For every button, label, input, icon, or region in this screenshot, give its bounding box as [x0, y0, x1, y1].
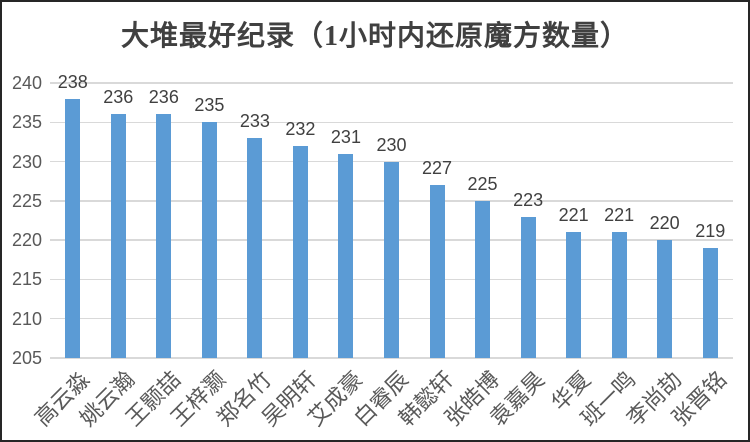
data-label-张晋铭: 219 — [695, 221, 726, 241]
y-axis-label-235: 235 — [11, 112, 42, 133]
bar-吴明轩 — [292, 145, 308, 358]
gridline-230 — [50, 160, 733, 163]
bar-华夏 — [566, 232, 582, 358]
gridline-235 — [50, 121, 733, 123]
bar-姚云瀚 — [110, 114, 126, 358]
data-label-王梓灏: 235 — [194, 95, 225, 116]
data-label-艾成豪: 231 — [330, 126, 361, 147]
bar-韩懿轩 — [429, 185, 445, 358]
data-label-王颢喆: 236 — [148, 87, 179, 108]
y-axis-label-210: 210 — [11, 308, 42, 329]
y-axis-label-230: 230 — [11, 151, 42, 172]
data-label-袁嘉昊: 223 — [513, 189, 544, 210]
data-label-白睿辰: 230 — [376, 134, 407, 155]
bar-张晋铭 — [702, 248, 718, 358]
bar-袁嘉昊 — [520, 216, 536, 358]
gridline-205 — [50, 357, 733, 359]
chart-title: 大堆最好纪录（1小时内还原魔方数量） — [120, 21, 629, 52]
bar-王梓灏 — [201, 122, 217, 358]
bar-张皓博 — [475, 200, 491, 358]
bar-郑名竹 — [247, 138, 263, 358]
bar-高云淼 — [65, 98, 81, 358]
data-label-韩懿轩: 227 — [422, 158, 453, 179]
data-label-班一鸣: 221 — [604, 205, 635, 226]
data-label-李尚劼: 220 — [649, 213, 680, 234]
y-axis-label-205: 205 — [11, 348, 42, 368]
bar-李尚劼 — [657, 240, 673, 358]
gridline-240 — [50, 82, 733, 84]
y-axis-label-220: 220 — [11, 230, 42, 251]
bar-白睿辰 — [384, 161, 399, 358]
data-label-张皓博: 225 — [467, 173, 498, 194]
data-label-姚云瀚: 236 — [103, 87, 134, 108]
y-axis-label-215: 215 — [11, 269, 42, 290]
data-label-郑名竹: 233 — [239, 111, 270, 131]
bar-王颢喆 — [156, 114, 172, 358]
data-label-高云淼: 238 — [57, 71, 88, 92]
bar-艾成豪 — [338, 153, 354, 358]
y-axis-label-225: 225 — [11, 190, 42, 211]
y-axis-label-240: 240 — [11, 73, 42, 93]
data-label-华夏: 221 — [558, 205, 589, 226]
data-label-吴明轩: 232 — [285, 118, 316, 139]
bar-班一鸣 — [611, 232, 627, 358]
